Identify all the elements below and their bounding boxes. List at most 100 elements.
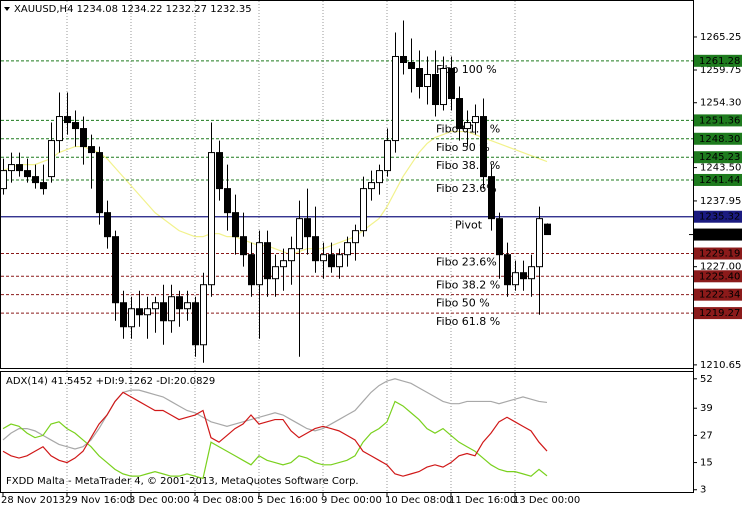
candle-body [480, 116, 487, 178]
candle-body [304, 218, 311, 238]
candle-body [160, 302, 167, 322]
candle-body [344, 242, 351, 256]
price-box-label: 1235.32 [699, 212, 740, 223]
candle-body [496, 218, 503, 256]
candle-body [56, 116, 63, 142]
candle-body [224, 188, 231, 214]
x-tick-label: 5 Dec 16:00 [257, 495, 318, 506]
price-box [694, 270, 742, 283]
x-tick-label: 28 Nov 2013 [1, 495, 65, 506]
candle-body [312, 236, 319, 262]
candle-body [280, 260, 287, 268]
price-box [694, 151, 742, 164]
candle-body [8, 164, 15, 172]
candle-body [120, 302, 127, 328]
price-box [694, 307, 742, 320]
candle-body [48, 140, 55, 178]
price-box-label: 1219.27 [699, 308, 740, 319]
candle-body [320, 254, 327, 262]
candle-body [368, 182, 375, 190]
level-label: Fibo 38.2 % [436, 278, 500, 291]
y-tick-label: 3 [700, 485, 706, 496]
candle-body [192, 302, 199, 346]
price-box-label: 1248.30 [699, 134, 740, 145]
price-box-label: 1229.19 [699, 249, 740, 260]
price-box-label: 1261.28 [699, 56, 740, 67]
candle-body [112, 236, 119, 304]
candle-body [176, 296, 183, 310]
candle-body [352, 230, 359, 244]
price-box-label: 1222.34 [699, 290, 740, 301]
price-box [694, 247, 742, 260]
price-box [694, 54, 742, 67]
candle-body [528, 266, 535, 280]
x-tick-label: 4 Dec 08:00 [193, 495, 254, 506]
candle-body [24, 170, 31, 178]
x-tick-label: 9 Dec 00:00 [321, 495, 382, 506]
x-tick-label: 3 Dec 00:00 [129, 495, 190, 506]
candle-body [504, 254, 511, 286]
candle-body [448, 68, 455, 100]
price-box-label: 1251.36 [699, 115, 740, 126]
indicator-line [2, 378, 548, 450]
candle-body [144, 308, 151, 316]
copyright: FXDD Malta - MetaTrader 4, © 2001-2013, … [6, 476, 359, 487]
candle-body [456, 98, 463, 130]
pane-icon [4, 7, 10, 11]
level-label: Fibo 23.6% [436, 256, 497, 269]
y-tick-label: 1243.50 [700, 163, 741, 174]
candle-body [392, 55, 399, 142]
candle-body [168, 296, 175, 322]
y-tick-label: 15 [700, 458, 713, 469]
candle-body [32, 176, 39, 184]
candle-body [208, 152, 215, 286]
level-label: Fibo 38.2 % [436, 159, 500, 172]
candle-body [432, 74, 439, 106]
level-label: Fibo 50 % [436, 297, 490, 310]
candle-body [104, 212, 111, 238]
y-tick-label: 1227.00 [700, 262, 741, 273]
level-label: Fibo 61.8 % [436, 315, 500, 328]
candle-body [256, 242, 263, 286]
price-box [694, 114, 742, 127]
candle-body [376, 170, 383, 184]
candle-body [464, 122, 471, 130]
candle-body [184, 302, 191, 310]
candle-body [0, 170, 7, 190]
candle-body [328, 254, 335, 268]
price-box-label: 1241.44 [699, 175, 740, 186]
candle-body [400, 55, 407, 63]
level-label: Fibo 23.6% [436, 182, 497, 195]
candle-body [416, 68, 423, 88]
candle-body [536, 218, 543, 268]
price-box [694, 210, 742, 223]
candle-body [64, 116, 71, 124]
price-box [694, 132, 742, 145]
x-tick-label: 29 Nov 16:00 [65, 495, 132, 506]
price-box [694, 288, 742, 301]
candle-body [128, 308, 135, 328]
y-tick-label: 1265.25 [700, 32, 741, 43]
candle-body [232, 212, 239, 238]
x-tick-label: 11 Dec 16:00 [449, 495, 516, 506]
candle-body [424, 74, 431, 88]
candle-body [72, 122, 79, 130]
y-tick-label: 1254.30 [700, 98, 741, 109]
candle-body [440, 68, 447, 106]
y-tick-label: 1237.95 [700, 196, 741, 207]
price-box-label: 1245.23 [699, 152, 740, 163]
candle-body [264, 242, 271, 280]
candle-body [408, 61, 415, 70]
y-tick-label: 39 [700, 403, 713, 414]
candle-body [488, 176, 495, 220]
candle-body [296, 218, 303, 250]
indicator-title: ADX(14) 41.5452 +DI:9.1262 -DI:20.0829 [6, 376, 215, 387]
price-box [694, 173, 742, 186]
candle-body [88, 146, 95, 154]
candle-body [384, 140, 391, 172]
candle-body [520, 272, 527, 280]
candle-body [40, 182, 47, 190]
candle-body [248, 254, 255, 286]
